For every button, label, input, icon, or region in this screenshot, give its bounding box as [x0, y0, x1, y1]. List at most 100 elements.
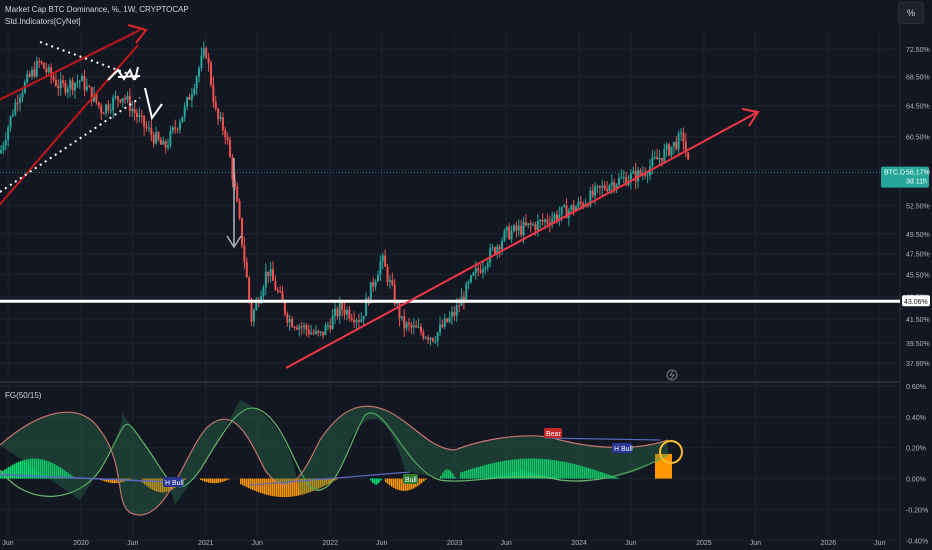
osc-histogram-bar: [18, 461, 20, 479]
candle-body: [331, 315, 334, 329]
osc-histogram-bar: [316, 478, 318, 490]
osc-histogram-bar: [300, 478, 302, 495]
lightning-icon-glyph: [669, 370, 675, 380]
candle-body: [240, 218, 243, 246]
osc-histogram-bar: [228, 478, 230, 480]
candle-body: [71, 80, 74, 91]
candle-body: [69, 80, 72, 89]
candle-body: [324, 325, 327, 336]
candle-body: [236, 186, 239, 202]
candle-body: [31, 69, 34, 77]
osc-tick-label: 0.40%: [906, 415, 926, 422]
candle-body: [443, 318, 446, 328]
candle-body: [579, 201, 582, 204]
osc-histogram-bar: [328, 478, 330, 484]
candle-body: [477, 268, 480, 271]
candle-body: [66, 88, 69, 93]
time-tick-label: 2021: [198, 540, 214, 547]
time-tick-label: 2025: [696, 540, 712, 547]
candle-body: [312, 332, 315, 334]
candle-body: [334, 308, 337, 316]
candle-body: [183, 106, 186, 117]
candle-body: [229, 140, 232, 158]
osc-histogram-bar: [146, 478, 148, 487]
candle-body: [212, 84, 215, 102]
candle-body: [336, 308, 339, 317]
candle-body: [107, 104, 110, 111]
osc-histogram-bar: [34, 458, 36, 479]
percent-scale-button[interactable]: %: [898, 2, 924, 24]
candle-body: [178, 122, 181, 130]
candle-body: [422, 332, 425, 338]
candle-body: [50, 67, 53, 77]
osc-histogram-bar: [110, 478, 112, 483]
osc-histogram-bar: [604, 473, 606, 479]
osc-histogram-bar: [556, 460, 558, 479]
osc-histogram-bar: [160, 478, 162, 493]
osc-histogram-bar: [156, 478, 158, 492]
candles: [0, 41, 690, 347]
osc-histogram-bar: [20, 460, 22, 479]
osc-histogram-bar: [42, 459, 44, 479]
time-tick-label: Jun: [625, 540, 636, 547]
candle-body: [558, 214, 561, 221]
osc-histogram-bar: [528, 458, 530, 479]
osc-histogram-bar: [492, 463, 494, 479]
osc-histogram-bar: [268, 478, 270, 496]
osc-histogram-bar: [594, 469, 596, 479]
osc-histogram-bar: [216, 478, 218, 484]
candle-body: [434, 341, 437, 343]
gridlines: [0, 30, 900, 536]
symbol-tag-label: BTC.D: [884, 170, 905, 177]
osc-histogram-bar: [534, 458, 536, 479]
osc-histogram-bar: [393, 478, 395, 488]
candle-body: [522, 222, 525, 236]
cloud-line-b: [0, 407, 669, 497]
osc-histogram-bar: [202, 478, 204, 481]
osc-histogram-bar: [262, 478, 264, 494]
osc-histogram-bar: [258, 478, 260, 493]
candle-body: [102, 113, 105, 115]
osc-histogram-bar: [486, 464, 488, 479]
candle-body: [343, 309, 346, 315]
osc-histogram-bar: [250, 478, 252, 490]
candle-body: [269, 269, 272, 276]
candle-body: [291, 319, 294, 328]
osc-histogram-bar: [606, 473, 608, 479]
candle-body: [625, 177, 628, 186]
candle-body: [97, 102, 100, 106]
osc-histogram-bar: [582, 466, 584, 479]
candle-body: [150, 127, 153, 135]
price-tick-label: 72.50%: [906, 47, 930, 54]
osc-histogram-bar: [518, 459, 520, 479]
osc-histogram-bar: [106, 478, 108, 483]
candle-body: [121, 98, 124, 103]
candle-body: [582, 203, 585, 207]
candle-body: [169, 130, 172, 146]
osc-histogram-bar: [48, 461, 50, 479]
candle-body: [26, 73, 29, 82]
candle-body: [200, 55, 203, 69]
osc-histogram-bar: [278, 478, 280, 497]
osc-histogram-bar: [512, 459, 514, 479]
osc-histogram-bar: [372, 478, 374, 484]
candle-body: [598, 185, 601, 188]
osc-histogram-bar: [588, 468, 590, 479]
time-tick-label: 2023: [447, 540, 463, 547]
osc-tick-label: -0.40%: [906, 538, 928, 545]
bull-label: Bull: [405, 477, 417, 484]
candle-body: [489, 248, 492, 263]
osc-histogram-bar: [425, 478, 427, 480]
last-price-value: 56.17%: [906, 170, 930, 177]
grey-arrow-head: [226, 235, 242, 249]
time-tick-label: Jun: [252, 540, 263, 547]
osc-histogram-bar: [574, 464, 576, 479]
osc-histogram-bar: [616, 477, 618, 479]
osc-histogram-bar: [566, 462, 568, 479]
candle-body: [16, 102, 19, 104]
bear-label: Bear: [546, 431, 561, 438]
oscillator-legend[interactable]: FG(50/15): [5, 391, 42, 400]
osc-histogram-bar: [240, 478, 242, 485]
indicator-legend[interactable]: Std.Indicators[CyNet]: [5, 17, 81, 26]
